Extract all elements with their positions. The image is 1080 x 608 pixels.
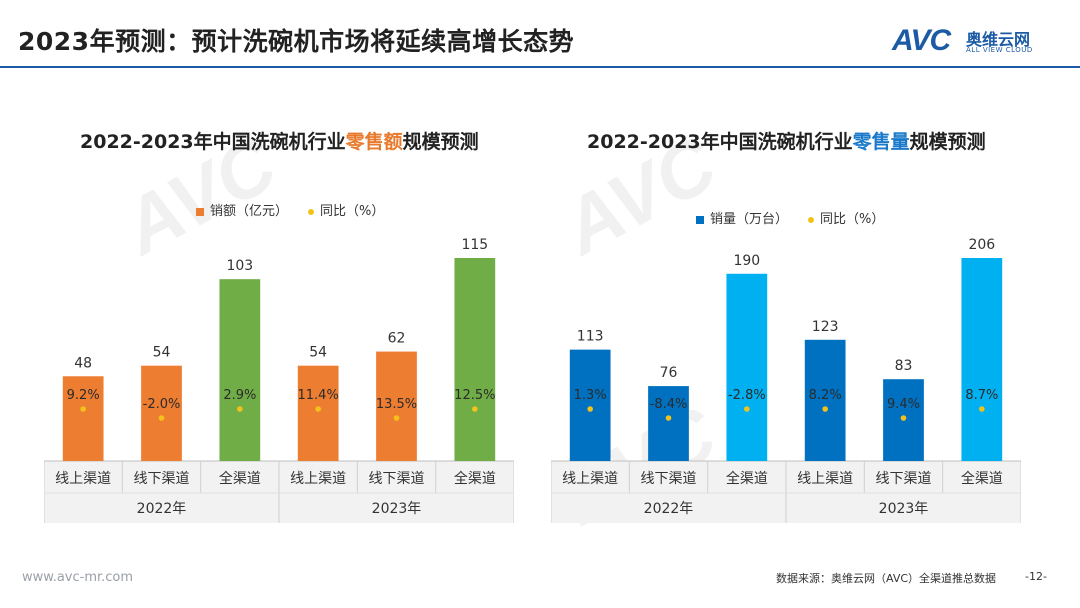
value-label: 54	[153, 345, 171, 361]
bar	[454, 258, 496, 461]
legend-swatch	[696, 215, 704, 224]
bar	[726, 273, 768, 461]
legend-bar-label: 销额（亿元）	[210, 204, 289, 219]
header-divider	[0, 66, 1080, 68]
yoy-dot	[237, 406, 243, 412]
legend-swatch	[196, 207, 204, 216]
group-label: 2023年	[879, 501, 929, 517]
bar	[804, 339, 846, 461]
category-label: 线下渠道	[134, 471, 190, 487]
yoy-dot	[80, 406, 86, 412]
bar	[219, 279, 261, 461]
category-label: 线下渠道	[641, 471, 697, 487]
legend-dot-label: 同比（%）	[320, 204, 385, 219]
category-label: 线下渠道	[876, 471, 932, 487]
chart-legend: 销量（万台） 同比（%）	[696, 208, 884, 227]
bar	[297, 365, 339, 461]
category-label: 全渠道	[726, 470, 768, 487]
value-label: 54	[309, 345, 327, 361]
yoy-dot	[822, 406, 828, 412]
bar	[648, 386, 689, 461]
legend-dot-label: 同比（%）	[820, 212, 885, 227]
category-label: 线上渠道	[562, 471, 618, 487]
value-label: 123	[812, 319, 839, 335]
bar	[376, 351, 417, 461]
yoy-dot	[744, 406, 750, 412]
category-label: 线下渠道	[369, 471, 425, 487]
category-label: 全渠道	[454, 470, 496, 487]
value-label: 113	[577, 329, 604, 345]
legend-bar-label: 销量（万台）	[710, 212, 789, 227]
chart-title-sales-value: 2022-2023年中国洗碗机行业零售额规模预测	[80, 131, 479, 153]
group-label: 2022年	[644, 501, 694, 517]
page-title: 2023年预测：预计洗碗机市场将延续高增长态势	[18, 27, 575, 56]
value-label: 190	[733, 253, 760, 269]
yoy-dot	[315, 406, 321, 412]
yoy-label: 8.2%	[809, 388, 842, 403]
yoy-dot	[900, 415, 907, 421]
category-label: 全渠道	[961, 470, 1003, 487]
yoy-label: 13.5%	[376, 397, 417, 412]
value-label: 206	[968, 237, 995, 253]
legend-dot	[808, 216, 815, 223]
logo-mark: AVC	[892, 24, 951, 57]
yoy-label: 11.4%	[298, 388, 339, 403]
value-label: 76	[660, 365, 678, 381]
value-label: 62	[388, 331, 406, 347]
value-label: 103	[226, 258, 253, 274]
category-label: 全渠道	[219, 470, 261, 487]
value-label: 115	[461, 237, 488, 253]
yoy-dot	[472, 406, 478, 412]
yoy-dot	[158, 415, 165, 421]
yoy-label: 8.7%	[965, 388, 998, 403]
group-label: 2022年	[137, 501, 187, 517]
yoy-label: 9.2%	[67, 388, 100, 403]
logo-chinese-name: 奥维云网	[966, 30, 1031, 49]
yoy-dot	[665, 415, 672, 421]
yoy-dot	[393, 415, 400, 421]
yoy-label: -2.0%	[143, 397, 181, 412]
yoy-label: -8.4%	[650, 397, 688, 412]
legend-dot	[308, 208, 315, 215]
bar	[961, 258, 1003, 461]
yoy-label: 12.5%	[454, 388, 495, 403]
bar	[141, 365, 182, 461]
chart-legend: 销额（亿元） 同比（%）	[196, 200, 384, 219]
value-label: 83	[895, 358, 913, 374]
group-label: 2023年	[372, 501, 422, 517]
category-label: 线上渠道	[55, 471, 111, 487]
category-label: 线上渠道	[797, 471, 853, 487]
yoy-dot	[979, 406, 985, 412]
footer-url[interactable]: www.avc-mr.com	[22, 570, 134, 585]
yoy-label: 9.4%	[887, 397, 920, 412]
yoy-label: 1.3%	[574, 388, 607, 403]
chart-sales-value: 48 9.2% 线上渠道 54 -2.0% 线下渠道 103 2.9% 全渠道 54 11.4% 线上…	[44, 237, 514, 523]
avc-logo: AVC 奥维云网 ALL VIEW CLOUD	[892, 24, 1062, 60]
footer-source: 数据来源：奥维云网（AVC）全渠道推总数据	[776, 572, 997, 585]
yoy-label: 2.9%	[223, 388, 256, 403]
bar	[569, 349, 611, 461]
yoy-dot	[587, 406, 593, 412]
value-label: 48	[74, 355, 92, 371]
page-number: -12-	[1025, 570, 1047, 583]
yoy-label: -2.8%	[728, 388, 766, 403]
category-label: 线上渠道	[290, 471, 346, 487]
chart-title-sales-volume: 2022-2023年中国洗碗机行业零售量规模预测	[587, 131, 986, 153]
logo-english-name: ALL VIEW CLOUD	[966, 46, 1033, 54]
bar	[62, 376, 104, 461]
chart-sales-volume: 113 1.3% 线上渠道 76 -8.4% 线下渠道 190 -2.8% 全渠道 123 8.2%…	[551, 237, 1021, 523]
